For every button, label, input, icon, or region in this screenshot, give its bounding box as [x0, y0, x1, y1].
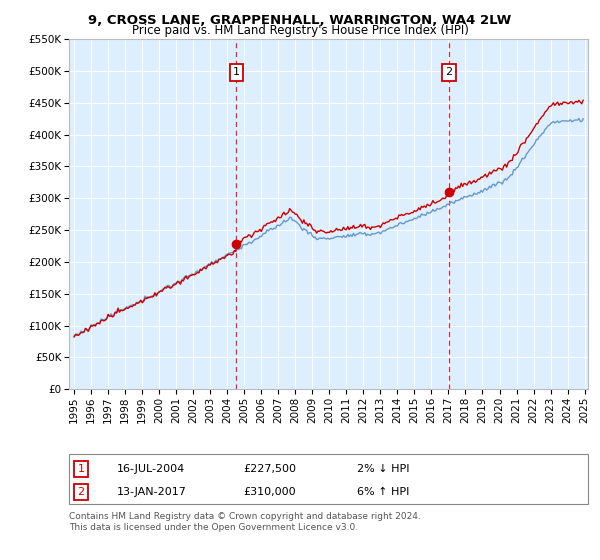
Text: £310,000: £310,000: [243, 487, 296, 497]
Text: 16-JUL-2004: 16-JUL-2004: [117, 464, 185, 474]
Text: Price paid vs. HM Land Registry's House Price Index (HPI): Price paid vs. HM Land Registry's House …: [131, 24, 469, 36]
Text: Contains HM Land Registry data © Crown copyright and database right 2024.
This d: Contains HM Land Registry data © Crown c…: [69, 512, 421, 532]
Text: 2: 2: [77, 487, 85, 497]
Text: £227,500: £227,500: [243, 464, 296, 474]
Text: 1: 1: [233, 67, 240, 77]
Text: 2% ↓ HPI: 2% ↓ HPI: [357, 464, 409, 474]
Text: 9, CROSS LANE, GRAPPENHALL, WARRINGTON, WA4 2LW: 9, CROSS LANE, GRAPPENHALL, WARRINGTON, …: [88, 14, 512, 27]
Text: 1: 1: [77, 464, 85, 474]
Text: 6% ↑ HPI: 6% ↑ HPI: [357, 487, 409, 497]
Text: 2: 2: [446, 67, 453, 77]
Text: 13-JAN-2017: 13-JAN-2017: [117, 487, 187, 497]
